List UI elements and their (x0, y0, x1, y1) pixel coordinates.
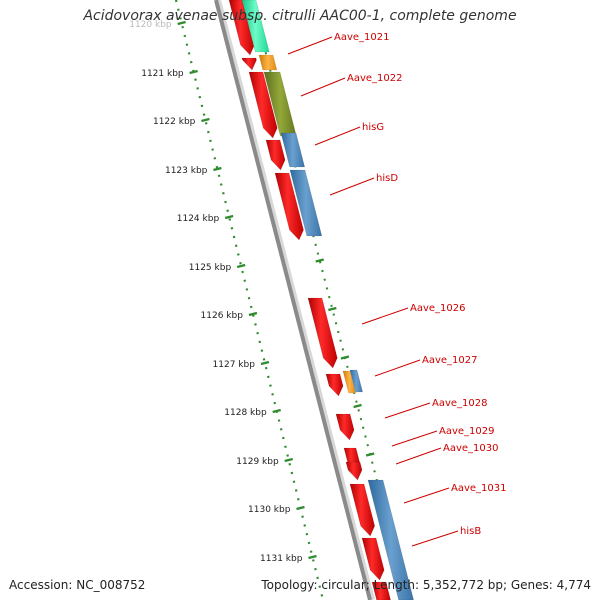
ruler-tick (272, 408, 281, 414)
label-leader-line (403, 487, 450, 504)
ruler-tick (308, 554, 317, 560)
gene-next (371, 581, 391, 600)
gene-features (228, 0, 414, 600)
ruler-tick-label: 1123 kbp (165, 166, 208, 176)
label-leader-line (314, 126, 361, 146)
gene-hisg (248, 71, 278, 139)
gene-label: Aave_1029 (439, 426, 495, 437)
gene-label: Aave_1021 (334, 32, 390, 43)
gene-aave-1022 (241, 57, 257, 71)
ruler-tick-label: 1130 kbp (248, 505, 291, 515)
feature-blue-4 (367, 479, 414, 600)
label-leader-line (384, 402, 431, 419)
ruler-tick-label: 1129 kbp (236, 457, 279, 467)
gene-labels: Aave_1021 Aave_1022 hisG hisD Aave_1026 Aave_… (287, 32, 507, 547)
ruler-tick (260, 360, 270, 366)
gene-aave-1028 (335, 413, 355, 441)
gene-aave-1027 (325, 373, 344, 397)
gene-aave-1026 (307, 297, 338, 369)
ruler-tick (189, 69, 198, 75)
gene-label: Aave_1031 (451, 483, 507, 494)
ruler-tick-label: 1120 kbp (129, 20, 172, 30)
ruler-tick (296, 505, 305, 511)
accession-text: Accession: NC_008752 (9, 578, 146, 592)
feature-orange (258, 54, 278, 71)
page-title: Acidovorax avenae subsp. citrulli AAC00-… (83, 8, 517, 24)
ruler-tick (248, 311, 258, 317)
genome-summary-text: Topology: circular; Length: 5,352,772 bp… (261, 578, 591, 592)
ruler-tick (284, 457, 293, 463)
gene-aave-1021 (228, 0, 255, 56)
ruler-ticks: 1120 kbp 1121 kbp 1122 kbp 1123 kbp 1124 kbp… (129, 20, 317, 564)
feature-blue-2 (289, 169, 323, 237)
outer-track-tick (353, 403, 362, 409)
gene-hisb (361, 537, 385, 581)
backbone (214, 0, 372, 600)
gene-label: hisB (460, 526, 481, 537)
gene-label: Aave_1027 (422, 355, 478, 366)
gene-label: hisG (362, 122, 384, 133)
label-leader-line (374, 359, 421, 377)
ruler-tick-label: 1124 kbp (177, 214, 220, 224)
gene-label: Aave_1026 (410, 303, 466, 314)
feature-blue-3 (349, 369, 363, 393)
ruler-line (174, 0, 325, 600)
label-leader-line (329, 177, 375, 196)
gene-label: hisD (376, 173, 398, 184)
ruler-tick (236, 263, 246, 269)
ruler-tick-label: 1121 kbp (141, 69, 184, 79)
outer-track-tick (328, 306, 337, 312)
label-leader-line (361, 307, 409, 325)
label-leader-line (411, 530, 459, 547)
label-leader-line (300, 77, 346, 97)
ruler-tick-label: 1126 kbp (201, 311, 244, 321)
label-leader-line (395, 447, 442, 465)
feature-teal (241, 0, 270, 53)
gene-aave-1030 (345, 461, 363, 481)
gene-label: Aave_1028 (432, 398, 488, 409)
gene-aave-1031 (349, 483, 376, 537)
ruler-tick (201, 117, 210, 123)
ruler-tick-label: 1128 kbp (224, 408, 267, 418)
ruler-tick (213, 166, 222, 172)
gene-hisd (274, 172, 304, 241)
ruler-tick (224, 214, 234, 220)
outer-track-tick (365, 452, 375, 457)
label-leader-line (391, 430, 438, 447)
ruler-tick (177, 20, 186, 26)
gene-hisd-small (265, 139, 286, 171)
gene-label: Aave_1022 (347, 73, 403, 84)
ruler-tick-label: 1122 kbp (153, 117, 196, 127)
feature-blue-1 (280, 132, 306, 168)
ruler-tick-label: 1125 kbp (189, 263, 232, 273)
outer-track-tick (340, 355, 350, 360)
gene-label: Aave_1030 (443, 443, 499, 454)
feature-orange-2 (342, 370, 356, 394)
outer-track-tick (315, 258, 325, 263)
ruler-tick-label: 1127 kbp (213, 360, 256, 370)
label-leader-line (287, 36, 333, 55)
ruler-tick-label: 1131 kbp (260, 554, 303, 564)
gene-aave-1029 (343, 447, 360, 463)
